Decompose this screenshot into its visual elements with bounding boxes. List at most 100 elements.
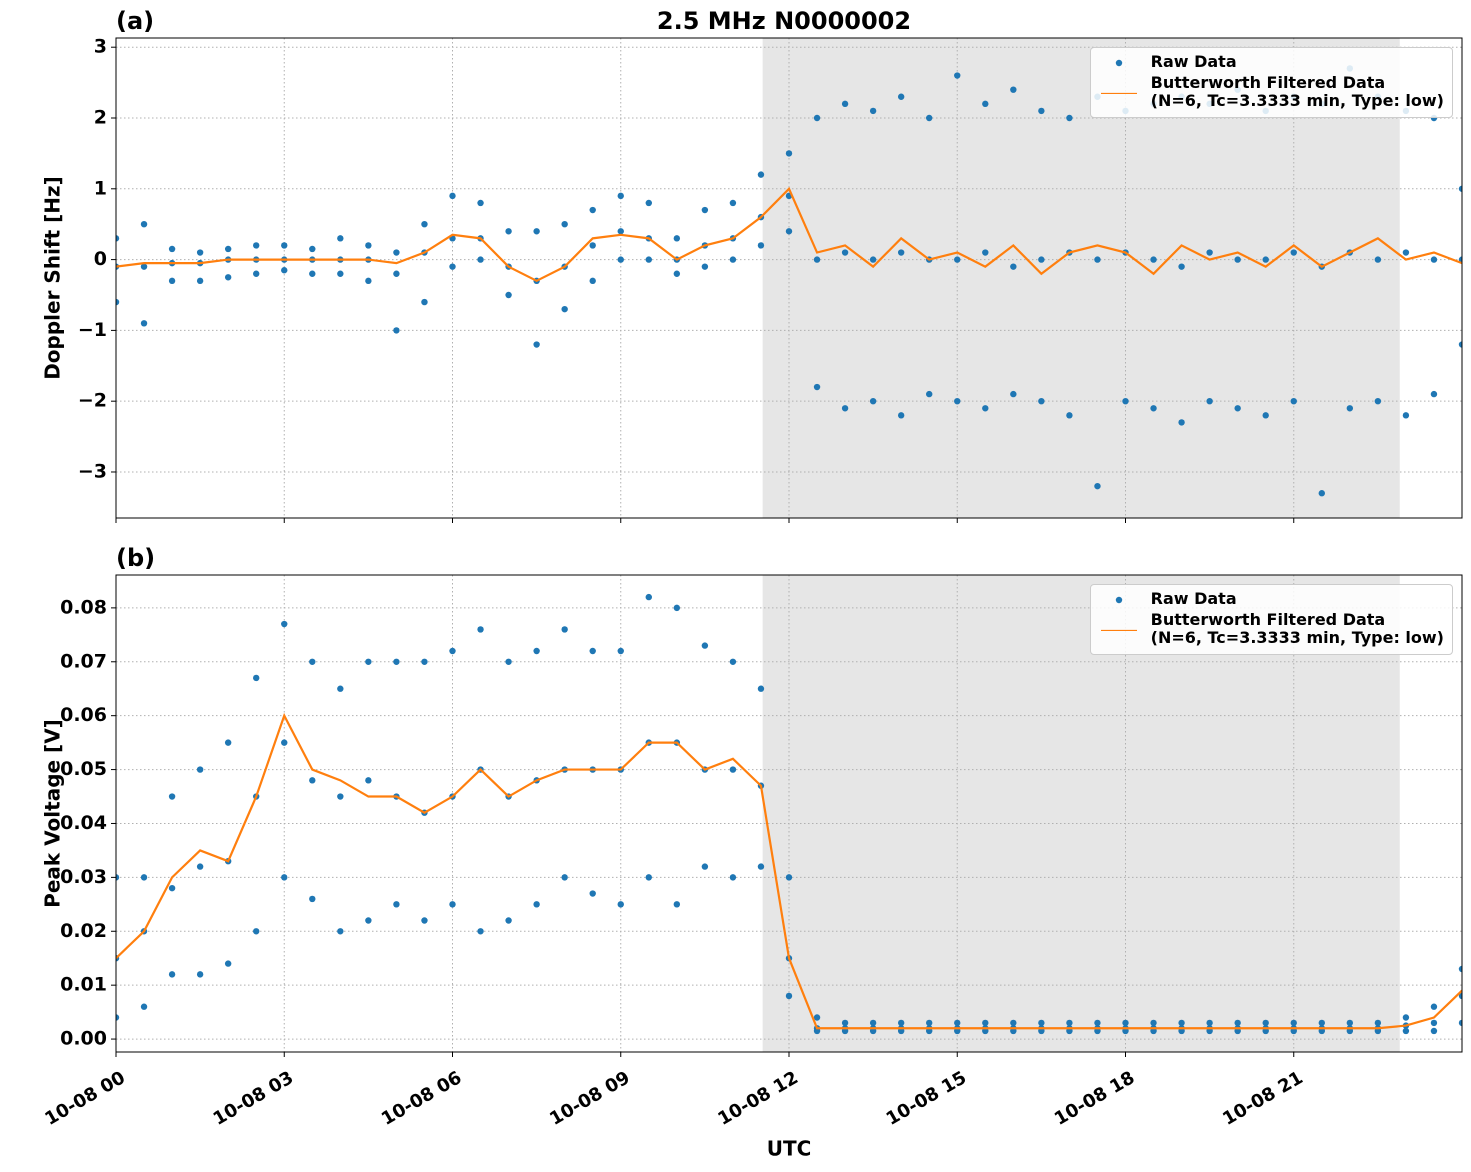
data-point <box>561 220 568 228</box>
data-point <box>337 270 344 277</box>
data-point <box>393 901 400 908</box>
data-point <box>1458 185 1462 192</box>
data-point <box>1066 412 1073 419</box>
data-point <box>1010 390 1017 398</box>
x-tick-label: 10-08 00 <box>41 1067 128 1130</box>
data-point <box>701 206 709 214</box>
data-point <box>1206 1019 1213 1027</box>
data-point <box>1346 1019 1354 1027</box>
data-point <box>561 626 568 633</box>
data-point <box>897 1019 905 1027</box>
data-point <box>785 228 793 235</box>
y-tick-label: −3 <box>78 460 107 482</box>
data-point <box>309 270 316 277</box>
data-point <box>365 242 372 249</box>
data-point <box>841 1019 849 1027</box>
data-point <box>785 992 793 1000</box>
data-point <box>1150 256 1157 263</box>
data-point <box>253 928 260 935</box>
y-axis-label: Doppler Shift [Hz] <box>41 176 65 380</box>
data-point <box>785 150 793 157</box>
data-point <box>589 890 596 897</box>
y-tick-label: 0.01 <box>60 974 107 996</box>
legend-item: Raw Data <box>1099 53 1444 73</box>
filtered-line <box>116 712 1462 1030</box>
data-point <box>561 874 568 881</box>
data-point <box>393 658 400 665</box>
data-point <box>168 277 176 285</box>
data-point <box>1066 1019 1073 1027</box>
data-point <box>729 658 737 665</box>
data-point <box>533 341 540 348</box>
data-point <box>1150 405 1157 412</box>
data-point <box>869 1019 877 1027</box>
data-point <box>589 242 596 249</box>
data-point <box>1178 419 1185 426</box>
data-point <box>589 277 596 285</box>
data-point <box>869 107 877 115</box>
x-tick-label: 10-08 15 <box>883 1067 970 1130</box>
data-point <box>1402 412 1410 419</box>
y-tick-label: 2 <box>94 107 107 129</box>
data-point <box>1038 107 1045 115</box>
data-point <box>757 171 765 178</box>
data-point <box>1430 1019 1438 1027</box>
data-point <box>982 1019 989 1027</box>
data-point <box>505 228 512 235</box>
data-point <box>1374 256 1382 263</box>
x-tick-label: 10-08 03 <box>210 1067 297 1130</box>
data-point <box>1262 412 1269 419</box>
data-point <box>477 256 484 263</box>
y-tick-label: 0.04 <box>60 812 107 834</box>
data-point <box>1038 397 1045 405</box>
data-point <box>897 93 905 100</box>
data-point <box>365 917 372 924</box>
legend-label: Raw Data <box>1150 52 1237 71</box>
legend-item: Butterworth Filtered Data (N=6, Tc=3.333… <box>1099 74 1444 110</box>
data-point <box>757 685 765 692</box>
data-point <box>1122 1019 1129 1027</box>
data-point <box>253 270 260 277</box>
data-point <box>926 390 933 398</box>
legend-swatch <box>1115 596 1122 604</box>
data-point <box>281 620 288 628</box>
legend-label: Raw Data <box>1150 589 1237 608</box>
data-point <box>140 220 148 228</box>
data-point <box>729 199 737 207</box>
data-point <box>926 114 933 122</box>
data-point <box>309 658 316 665</box>
data-point <box>281 874 288 881</box>
y-tick-label: 0.03 <box>60 866 107 888</box>
data-point <box>869 256 877 263</box>
data-point <box>1430 390 1438 398</box>
data-point <box>253 242 260 249</box>
data-point <box>533 901 540 908</box>
data-point <box>869 397 877 405</box>
x-tick-label: 10-08 12 <box>714 1067 801 1130</box>
data-point <box>561 305 568 313</box>
y-tick-label: −2 <box>78 390 107 412</box>
y-tick-label: 0.08 <box>60 596 107 618</box>
data-point <box>365 658 372 665</box>
data-point <box>168 245 176 253</box>
data-point <box>1430 1027 1438 1035</box>
y-tick-label: 0.05 <box>60 758 107 780</box>
axes-frame <box>115 574 1463 1053</box>
data-point <box>926 1019 933 1027</box>
y-tick-label: 0.02 <box>60 920 107 942</box>
data-point <box>196 971 204 978</box>
data-point <box>954 397 961 405</box>
data-point <box>337 685 344 692</box>
data-point <box>1318 1019 1325 1027</box>
data-point <box>253 674 260 682</box>
data-point <box>168 971 176 978</box>
y-tick-label: 0 <box>94 248 107 270</box>
data-point <box>393 249 400 256</box>
data-point <box>116 1014 120 1021</box>
data-point <box>617 192 624 200</box>
data-point <box>393 270 400 277</box>
data-point <box>449 901 456 908</box>
data-point <box>617 647 624 655</box>
